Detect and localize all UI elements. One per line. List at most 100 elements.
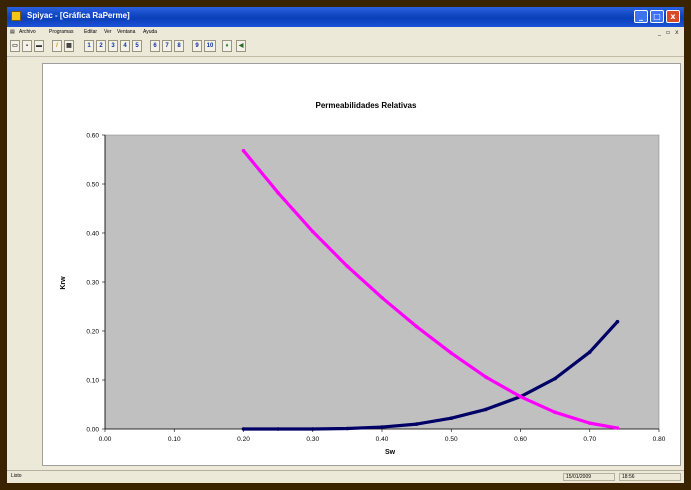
run-icon: ♦: [225, 43, 229, 49]
series-1-point: [449, 351, 454, 355]
minimize-icon: _: [639, 12, 643, 21]
save-icon: ▪: [25, 43, 29, 49]
export-button[interactable]: ◀: [236, 40, 246, 52]
x-axis-label: Sw: [385, 449, 396, 456]
series-0-line: [241, 320, 620, 431]
toolbar-button-1[interactable]: 1: [84, 40, 94, 52]
series-1-point: [241, 148, 246, 153]
disk-icon: ▬: [36, 43, 42, 49]
series-0-point: [587, 350, 592, 354]
menu-editar[interactable]: Editar: [84, 29, 98, 35]
menu-programas[interactable]: Programas: [49, 29, 74, 35]
y-tick-label: 0.60: [86, 133, 99, 140]
toolbar-button-5[interactable]: 5: [132, 40, 142, 52]
x-tick-label: 0.50: [445, 436, 458, 443]
series-1-point: [518, 394, 523, 399]
print-icon: ▦: [66, 43, 72, 49]
y-tick-label: 0.10: [86, 378, 99, 385]
new-button[interactable]: ▭: [10, 40, 20, 52]
series-1-point: [587, 421, 592, 425]
toolbar-button-9[interactable]: 9: [192, 40, 202, 52]
toolbar-button-2[interactable]: 2: [96, 40, 106, 52]
save-button[interactable]: ▪: [22, 40, 32, 52]
y-tick-label: 0.30: [86, 280, 99, 287]
x-tick-label: 0.70: [583, 436, 596, 443]
series-1-point: [380, 295, 384, 300]
toolbar: ▭ ▪ ▬ / ▦ 1 2 3 4 5 6 7 8 9 10 ♦ ◀: [7, 38, 684, 57]
menu-ver[interactable]: Ver: [104, 29, 112, 35]
menu-ayuda[interactable]: Ayuda: [143, 29, 158, 35]
series-0-point: [276, 427, 280, 431]
window-title: Spiyac - [Gráfica RaPerme]: [27, 11, 130, 20]
minimize-button[interactable]: _: [634, 10, 648, 23]
run-button[interactable]: ♦: [222, 40, 232, 52]
x-tick-label: 0.00: [99, 436, 112, 443]
series-1-point: [553, 410, 557, 415]
toolbar-button-8[interactable]: 8: [174, 40, 184, 52]
x-tick-label: 0.30: [306, 436, 319, 443]
application-window: Spiyac - [Gráfica RaPerme] _ □ x ▤ Archi…: [7, 7, 684, 483]
x-tick-label: 0.60: [514, 436, 527, 443]
series-0-point: [553, 376, 557, 381]
x-tick-label: 0.40: [376, 436, 389, 443]
series-1-point: [276, 191, 280, 195]
series-0-point: [310, 427, 315, 431]
toolbar-button-10[interactable]: 10: [204, 40, 216, 52]
series-0-point: [615, 319, 620, 324]
toolbar-button-3[interactable]: 3: [108, 40, 118, 52]
series-1-line: [241, 149, 620, 430]
y-tick-label: 0.40: [86, 231, 99, 238]
x-tick-label: 0.80: [653, 436, 666, 443]
close-button[interactable]: x: [666, 10, 680, 23]
pencil-button[interactable]: /: [52, 40, 62, 52]
series-0-point: [449, 416, 454, 421]
chart-title: Permeabilidades Relativas: [316, 101, 417, 110]
menu-bar: ▤ Archivo Programas Editar Ver Ventana A…: [7, 27, 684, 38]
y-tick-label: 0.00: [86, 427, 99, 434]
mdi-workspace: Permeabilidades Relativas 0.00 0.10 0.20 0.…: [7, 57, 684, 468]
series-0-point: [345, 426, 350, 431]
x-tick-label: 0.20: [237, 436, 250, 443]
status-time: 18:56: [619, 473, 681, 481]
pencil-icon: /: [56, 43, 58, 49]
status-bar: Listo 15/01/2009 18:56: [7, 470, 684, 483]
close-icon: x: [670, 12, 676, 21]
maximize-button[interactable]: □: [650, 10, 664, 23]
document-icon[interactable]: ▤: [10, 29, 15, 35]
y-axis-label: Krw: [60, 276, 67, 290]
menu-ventana[interactable]: Ventana: [117, 29, 136, 35]
series-1-point: [484, 375, 488, 379]
series-1-point: [310, 229, 315, 234]
chart-sheet: Permeabilidades Relativas 0.00 0.10 0.20 0.…: [42, 63, 681, 466]
title-bar[interactable]: Spiyac - [Gráfica RaPerme] _ □ x: [7, 7, 684, 27]
series-1-point: [345, 264, 350, 269]
new-icon: ▭: [12, 43, 18, 49]
app-icon: [11, 11, 21, 21]
series-0-point: [380, 425, 384, 429]
x-tick-label: 0.10: [168, 436, 181, 443]
mdi-restore-button[interactable]: ▫: [666, 29, 671, 36]
status-date: 15/01/2009: [563, 473, 615, 481]
y-tick-label: 0.50: [86, 182, 99, 189]
series-0-point: [484, 407, 488, 412]
mdi-close-button[interactable]: x: [675, 29, 679, 36]
menu-archivo[interactable]: Archivo: [19, 29, 36, 35]
series-0-point: [241, 427, 246, 431]
toolbar-button-4[interactable]: 4: [120, 40, 130, 52]
series-layer: [241, 148, 620, 431]
series-1-point: [615, 426, 620, 430]
disk-button[interactable]: ▬: [34, 40, 44, 52]
series-0-point: [414, 422, 419, 426]
toolbar-button-6[interactable]: 6: [150, 40, 160, 52]
export-icon: ◀: [238, 43, 244, 49]
toolbar-button-7[interactable]: 7: [162, 40, 172, 52]
maximize-icon: □: [653, 12, 661, 21]
y-tick-label: 0.20: [86, 329, 99, 336]
relative-permeability-chart: Permeabilidades Relativas 0.00 0.10 0.20 0.…: [60, 101, 666, 456]
plot-area: [104, 134, 660, 430]
series-1-point: [414, 324, 419, 329]
axis-ticks: 0.00 0.10 0.20 0.30 0.40 0.50 0.60 0.70 0.80 0.00…: [86, 133, 665, 444]
status-text: Listo: [11, 473, 22, 479]
mdi-minimize-button[interactable]: _: [658, 29, 661, 36]
print-button[interactable]: ▦: [64, 40, 74, 52]
